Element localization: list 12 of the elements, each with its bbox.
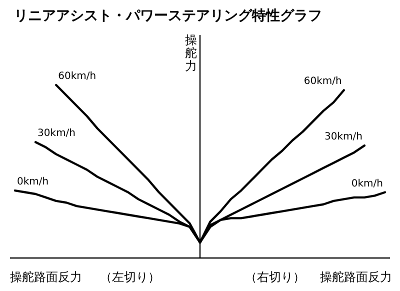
series-label: 30km/h bbox=[324, 132, 362, 143]
text: （右切り） bbox=[245, 270, 305, 284]
series-label: 60km/h bbox=[304, 76, 342, 88]
text: （左切り） bbox=[100, 270, 160, 284]
series-label: 0km/h bbox=[17, 176, 49, 188]
text: 操舵路面反力 bbox=[320, 270, 392, 284]
chart-title: リニアアシスト・パワーステアリング特性グラフ bbox=[14, 8, 322, 24]
y-axis-title: 操舵力 bbox=[185, 33, 197, 73]
x-axis-title: 操舵路面反力 bbox=[10, 270, 82, 284]
series-label: 60km/h bbox=[58, 71, 96, 82]
series-label: 0km/h bbox=[351, 178, 383, 190]
series-label: 30km/h bbox=[38, 128, 76, 140]
